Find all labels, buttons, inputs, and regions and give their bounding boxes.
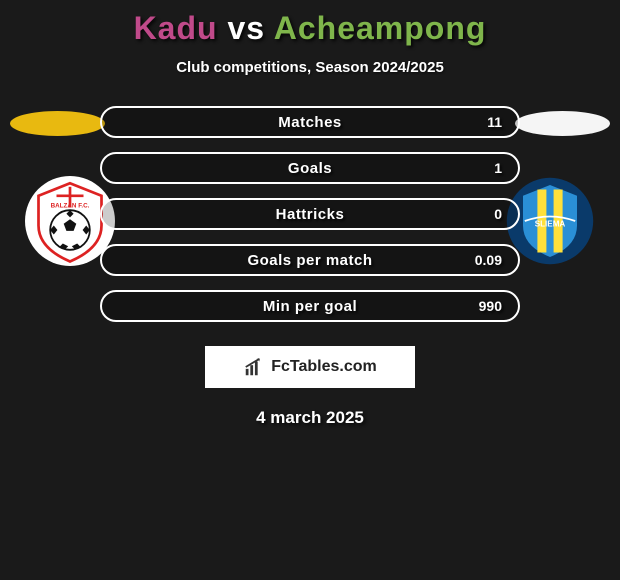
player1-name: Kadu — [134, 10, 218, 46]
right-ellipse — [515, 111, 610, 136]
badge-right-text: SLIEMA — [535, 219, 566, 228]
date-text: 4 march 2025 — [0, 408, 620, 428]
vs-text: vs — [218, 10, 274, 46]
comparison-card: Kadu vs Acheampong Club competitions, Se… — [0, 0, 620, 428]
page-title: Kadu vs Acheampong — [0, 10, 620, 47]
stat-value: 1 — [494, 160, 502, 176]
player2-name: Acheampong — [274, 10, 487, 46]
stat-row-matches: Matches 11 — [100, 106, 520, 138]
stat-value: 990 — [479, 298, 502, 314]
stat-label: Hattricks — [276, 206, 345, 223]
stat-row-goals: Goals 1 — [100, 152, 520, 184]
stat-value: 0.09 — [475, 252, 502, 268]
stat-row-min-per-goal: Min per goal 990 — [100, 290, 520, 322]
left-ellipse — [10, 111, 105, 136]
stat-row-hattricks: Hattricks 0 — [100, 198, 520, 230]
chart-icon — [243, 356, 265, 378]
stat-label: Goals per match — [247, 252, 372, 269]
stat-bars: Matches 11 Goals 1 Hattricks 0 Goals per… — [100, 106, 520, 322]
stat-label: Goals — [288, 160, 332, 177]
stat-label: Min per goal — [263, 298, 357, 315]
stat-value: 11 — [487, 114, 502, 130]
stat-value: 0 — [494, 206, 502, 222]
stats-area: BALZAN F.C. SLIEMA Matches 11 Goals 1 — [0, 106, 620, 322]
logo-text: FcTables.com — [271, 358, 377, 376]
stat-label: Matches — [278, 114, 342, 131]
subtitle: Club competitions, Season 2024/2025 — [0, 59, 620, 76]
badge-left-text: BALZAN F.C. — [51, 203, 90, 210]
stat-row-goals-per-match: Goals per match 0.09 — [100, 244, 520, 276]
fctables-logo[interactable]: FcTables.com — [205, 346, 415, 388]
